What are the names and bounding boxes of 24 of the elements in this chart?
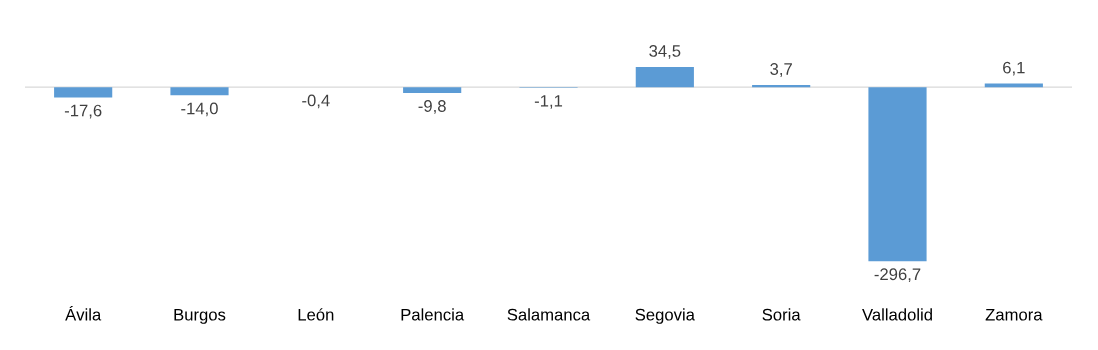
- data-label: 3,7: [770, 63, 792, 77]
- bar: [868, 87, 927, 262]
- data-label: -1,1: [534, 95, 563, 109]
- x-tick-label: Ávila: [65, 305, 102, 321]
- x-tick-label: Zamora: [985, 308, 1043, 321]
- data-label: -296,7: [874, 268, 921, 283]
- x-tick-label: Palencia: [401, 308, 465, 321]
- x-tick-label: Salamanca: [507, 308, 591, 321]
- data-label: -17,6: [64, 104, 102, 119]
- data-label: 34,5: [649, 45, 681, 59]
- x-tick-label: Burgos: [174, 308, 226, 324]
- data-label: 6,1: [1003, 61, 1025, 76]
- bar: [752, 84, 811, 88]
- data-label: -9,8: [418, 100, 446, 114]
- x-tick-label: Segovia: [635, 308, 695, 324]
- bar: [54, 87, 113, 98]
- x-tick-label: León: [298, 308, 334, 321]
- x-tick-label: Valladolid: [862, 308, 932, 321]
- bar: [170, 87, 229, 96]
- data-label: -0,4: [302, 94, 330, 109]
- bar: [403, 87, 462, 93]
- x-tick-label: Soria: [762, 308, 801, 321]
- data-label: -14,0: [181, 102, 218, 117]
- bar: [635, 66, 694, 88]
